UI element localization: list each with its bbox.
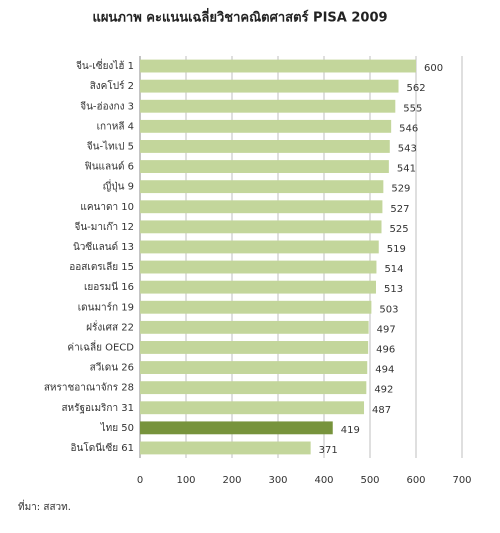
x-tick-label: 700 — [452, 475, 471, 486]
value-label: 525 — [390, 224, 409, 235]
y-tick-label: ค่าเฉลี่ย OECD — [67, 339, 134, 353]
x-tick-label: 600 — [406, 475, 425, 486]
bar — [140, 140, 390, 153]
y-tick-label: สหราชอาณาจักร 28 — [44, 383, 134, 394]
y-tick-label: ฟินแลนด์ 6 — [85, 161, 134, 173]
y-tick-label: จีน-ไทเป 5 — [87, 140, 134, 152]
value-label: 503 — [379, 304, 398, 315]
bar — [140, 441, 311, 455]
value-label: 519 — [387, 244, 406, 255]
y-tick-label: เกาหลี 4 — [97, 120, 134, 132]
x-tick-label: 100 — [176, 475, 195, 486]
bar — [140, 200, 383, 214]
x-tick-label: 500 — [360, 475, 379, 486]
y-tick-label: ญี่ปุ่น 9 — [103, 179, 134, 193]
bar — [140, 421, 333, 435]
value-label: 555 — [403, 103, 422, 114]
bar — [140, 119, 392, 133]
y-tick-label: เดนมาร์ก 19 — [78, 301, 134, 313]
value-label: 600 — [424, 63, 443, 74]
value-label: 371 — [319, 445, 338, 456]
bar — [140, 160, 389, 173]
value-label: 529 — [391, 184, 410, 195]
x-tick-label: 300 — [268, 475, 287, 486]
bar — [140, 240, 379, 254]
value-label: 494 — [375, 365, 394, 376]
bar — [140, 341, 369, 354]
value-label: 496 — [376, 344, 395, 355]
chart-title: แผนภาพ คะแนนเฉลี่ยวิชาคณิตศาสตร์ PISA 20… — [92, 8, 387, 26]
value-label: 543 — [398, 143, 417, 154]
value-label: 492 — [374, 385, 393, 396]
y-tick-label: แคนาดา 10 — [80, 202, 134, 213]
y-tick-label: สิงคโปร์ 2 — [90, 79, 134, 92]
bar — [140, 99, 396, 113]
bar — [140, 59, 416, 73]
source-note: ที่มา: สสวท. — [18, 499, 71, 513]
bar — [140, 79, 399, 93]
bar — [140, 180, 384, 194]
value-label: 513 — [384, 284, 403, 295]
value-label: 419 — [341, 425, 360, 436]
y-tick-label: สหรัฐอเมริกา 31 — [61, 403, 134, 414]
bar — [140, 320, 369, 334]
value-label: 541 — [397, 164, 416, 175]
x-tick-label: 200 — [222, 475, 241, 486]
bar — [140, 381, 367, 395]
bar — [140, 300, 372, 314]
bar — [140, 260, 377, 274]
y-tick-label: สวีเดน 26 — [90, 362, 134, 374]
y-tick-label: นิวซีแลนด์ 13 — [73, 241, 134, 253]
value-label: 562 — [407, 83, 426, 94]
bar — [140, 401, 365, 415]
bar — [140, 280, 376, 294]
y-tick-label: เยอรมนี 16 — [84, 281, 134, 293]
value-label: 527 — [390, 204, 409, 215]
value-label: 487 — [372, 405, 391, 416]
y-tick-label: ออสเตรเลีย 15 — [69, 261, 134, 273]
y-tick-label: อินโดนีเซีย 61 — [70, 441, 134, 454]
y-tick-label: จีน-มาเก๊า 12 — [74, 221, 134, 233]
y-tick-label: จีน-เซี่ยงไฮ้ 1 — [76, 58, 134, 72]
bar — [140, 220, 382, 234]
y-tick-label: ฝรั่งเศส 22 — [86, 319, 134, 333]
value-label: 514 — [384, 264, 403, 275]
x-tick-label: 400 — [314, 475, 333, 486]
value-label: 546 — [399, 123, 418, 134]
y-tick-label: ไทย 50 — [100, 422, 134, 434]
bar — [140, 361, 368, 374]
value-label: 497 — [377, 324, 396, 335]
x-tick-label: 0 — [137, 475, 143, 486]
y-tick-label: จีน-ฮ่องกง 3 — [80, 100, 134, 112]
